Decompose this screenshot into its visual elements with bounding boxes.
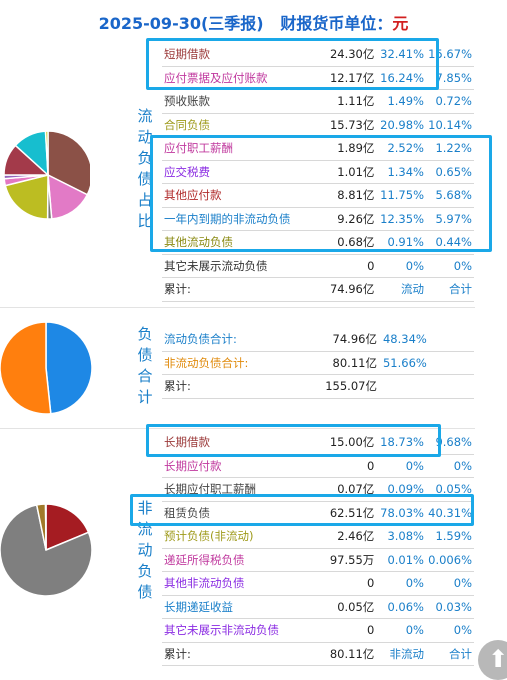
row-pct-2: 0% (426, 619, 474, 643)
row-value: 0 (318, 619, 376, 643)
table-row: 累计:155.07亿 (162, 375, 474, 399)
row-pct-1: 0.06% (376, 595, 426, 619)
row-pct-1: 非流动 (376, 642, 426, 666)
vertical-label-char: 债 (136, 582, 154, 603)
total-liabilities-vertical-label: 负债合计 (136, 324, 154, 408)
row-pct-2: 0.72% (426, 90, 474, 114)
highlight-box (130, 494, 474, 526)
row-value: 15.73亿 (318, 113, 376, 137)
row-pct-1: 1.49% (376, 90, 426, 114)
row-name: 长期递延收益 (162, 595, 318, 619)
highlight-box (150, 135, 492, 252)
section-divider (0, 307, 475, 308)
row-pct-2 (429, 375, 474, 399)
vertical-label-char: 动 (136, 540, 154, 561)
row-name: 预收账款 (162, 90, 318, 114)
row-name: 累计: (162, 278, 318, 302)
row-pct-1: 0% (376, 454, 426, 478)
total-liabilities-pie[interactable] (0, 318, 92, 418)
row-pct-2: 合计 (426, 278, 474, 302)
row-name: 累计: (162, 375, 319, 399)
row-name: 流动负债合计: (162, 328, 319, 351)
row-pct-1: 51.66% (379, 351, 429, 375)
vertical-label-char: 合 (136, 366, 154, 387)
report-date: 2025-09-30(三季报) (99, 14, 264, 33)
row-name: 非流动负债合计: (162, 351, 319, 375)
row-pct-2 (429, 351, 474, 375)
row-pct-1: 48.34% (379, 328, 429, 351)
noncurrent-liabilities-pie[interactable] (0, 495, 92, 605)
row-pct-2: 0% (426, 254, 474, 278)
vertical-label-char: 负 (136, 561, 154, 582)
row-pct-2: 0.03% (426, 595, 474, 619)
row-value: 0.05亿 (318, 595, 376, 619)
row-value: 74.96亿 (319, 328, 379, 351)
row-name: 其它未展示流动负债 (162, 254, 318, 278)
row-pct-2 (429, 328, 474, 351)
row-name: 长期应付款 (162, 454, 318, 478)
row-pct-2: 合计 (426, 642, 474, 666)
row-value: 80.11亿 (319, 351, 379, 375)
row-value: 97.55万 (318, 548, 376, 572)
row-pct-2: 10.14% (426, 113, 474, 137)
row-name: 合同负债 (162, 113, 318, 137)
row-pct-2: 1.59% (426, 525, 474, 549)
row-name: 其它未展示非流动负债 (162, 619, 318, 643)
row-pct-1: 20.98% (376, 113, 426, 137)
highlight-box (146, 38, 439, 90)
row-name: 预计负债(非流动) (162, 525, 318, 549)
row-pct-1: 0.01% (376, 548, 426, 572)
currency-label: 财报货币单位： (280, 14, 392, 33)
vertical-label-char: 流 (136, 106, 154, 127)
vertical-label-char: 计 (136, 387, 154, 408)
row-pct-1: 0% (376, 254, 426, 278)
row-value: 74.96亿 (318, 278, 376, 302)
row-pct-1: 0% (376, 572, 426, 596)
row-value: 155.07亿 (319, 375, 379, 399)
page-title: 2025-09-30(三季报) 财报货币单位：元 (0, 10, 507, 34)
row-name: 其他非流动负债 (162, 572, 318, 596)
row-value: 80.11亿 (318, 642, 376, 666)
row-pct-1: 流动 (376, 278, 426, 302)
row-value: 1.11亿 (318, 90, 376, 114)
current-liabilities-pie[interactable] (0, 120, 90, 230)
row-name: 累计: (162, 642, 318, 666)
row-value: 0 (318, 572, 376, 596)
row-pct-2: 0% (426, 572, 474, 596)
row-value: 0 (318, 454, 376, 478)
row-value: 2.46亿 (318, 525, 376, 549)
arrow-up-icon: ⬆ (488, 645, 507, 673)
row-pct-2: 0% (426, 454, 474, 478)
row-pct-2: 0.006% (426, 548, 474, 572)
table-row: 累计:74.96亿流动合计 (162, 278, 474, 302)
scroll-top-button[interactable]: ⬆ (478, 640, 507, 680)
table-row: 累计:80.11亿非流动合计 (162, 642, 474, 666)
pie-slice[interactable] (0, 322, 51, 414)
highlight-box (146, 424, 441, 457)
row-name: 递延所得税负债 (162, 548, 318, 572)
row-pct-1 (379, 375, 429, 399)
currency-unit: 元 (392, 14, 408, 33)
row-value: 0 (318, 254, 376, 278)
vertical-label-char: 债 (136, 345, 154, 366)
pie-slice[interactable] (46, 322, 92, 414)
row-pct-1: 3.08% (376, 525, 426, 549)
vertical-label-char: 负 (136, 324, 154, 345)
row-pct-1: 0% (376, 619, 426, 643)
